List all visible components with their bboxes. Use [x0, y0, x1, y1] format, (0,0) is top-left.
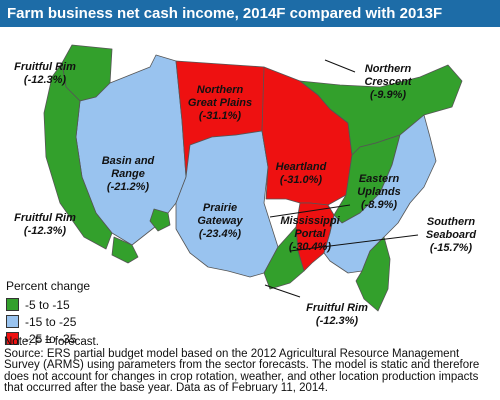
forecast-note: Note: F = forecast. [4, 336, 99, 348]
region-label-fruitful-rim-s: Fruitful Rim (-12.3%) [306, 302, 368, 327]
region-label-fruitful-rim-nw: Fruitful Rim (-12.3%) [14, 61, 76, 86]
legend-title: Percent change [6, 279, 91, 293]
region-label-eastern-uplands: Eastern Uplands (-8.9%) [357, 173, 401, 211]
legend-label: -15 to -25 [25, 314, 77, 329]
region-label-fruitful-rim-w: Fruitful Rim (-12.3%) [14, 212, 76, 237]
source-note: Source: ERS partial budget model based o… [4, 347, 480, 395]
region-fruitful-rim-w [111, 236, 139, 264]
legend-label: -25 to -35 [25, 331, 77, 346]
region-label-basin-range: Basin and Range (-21.2%) [101, 155, 155, 193]
leader-line-fruitful-rim-s [264, 284, 301, 298]
map-area: Fruitful Rim (-12.3%) Basin and Range (-21.… [0, 27, 500, 346]
region-fruitful-rim-w [149, 208, 171, 232]
region-label-mississippi-portal: Mississippi Portal (-30.4%) [280, 215, 340, 253]
region-label-southern-seaboard: Southern Seaboard (-15.7%) [425, 216, 477, 254]
leader-line-southern-seaboard [289, 234, 419, 252]
leader-line-northern-crescent [324, 59, 356, 73]
notes: Note: F = forecast. Source: ERS partial … [4, 336, 498, 395]
leader-line-eastern-uplands [269, 204, 351, 218]
region-fruitful-rim-w [43, 62, 113, 250]
us-region-map [43, 44, 463, 312]
legend-item: -25 to -35 [6, 330, 116, 347]
region-label-northern-great-plains: Northern Great Plains (-31.1%) [187, 84, 253, 122]
legend-swatch-blue [6, 315, 19, 328]
legend-item: -5 to -15 [6, 296, 116, 313]
legend-swatch-green [6, 298, 19, 311]
legend-swatch-red [6, 332, 19, 345]
region-southern-seaboard [323, 114, 437, 274]
region-label-heartland: Heartland (-31.0%) [275, 161, 327, 186]
region-label-northern-crescent: Northern Crescent (-9.9%) [364, 63, 412, 101]
legend-label: -5 to -15 [25, 297, 70, 312]
map-title: Farm business net cash income, 2014F com… [0, 0, 500, 27]
legend-item: -15 to -25 [6, 313, 116, 330]
region-label-prairie-gateway: Prairie Gateway (-23.4%) [197, 202, 243, 240]
region-fruitful-rim-s [355, 236, 391, 312]
legend: Percent change -5 to -15 -15 to -25 -25 … [6, 279, 116, 347]
